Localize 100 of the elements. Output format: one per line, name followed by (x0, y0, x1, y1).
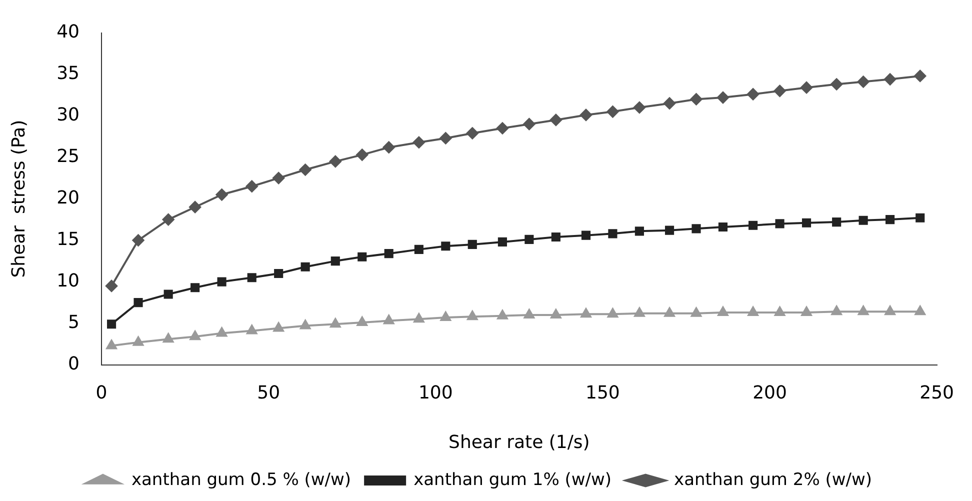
point (273, 322, 284, 332)
point (914, 70, 926, 82)
point (497, 310, 508, 320)
point (414, 244, 424, 254)
legend-label: xanthan gum 2% (w/w) (674, 470, 872, 490)
point (132, 336, 144, 346)
point (800, 82, 813, 94)
point (274, 268, 284, 278)
point (384, 249, 394, 258)
point (356, 148, 368, 161)
point (916, 213, 925, 222)
x-tick-label: 150 (586, 382, 620, 404)
point (801, 306, 812, 316)
point (608, 229, 618, 238)
point (106, 280, 118, 292)
point (690, 93, 702, 106)
point (831, 306, 842, 316)
point (884, 306, 896, 316)
point (163, 333, 174, 343)
legend-label: xanthan gum 0.5 % (w/w) (131, 470, 352, 490)
point (830, 78, 843, 90)
point (162, 214, 174, 226)
point (718, 222, 728, 232)
point (106, 340, 117, 350)
point (468, 240, 477, 249)
point (189, 201, 202, 214)
point (524, 309, 535, 318)
point (748, 306, 758, 316)
point (606, 106, 619, 118)
point (775, 219, 784, 228)
point (634, 307, 645, 317)
legend-label: xanthan gum 1% (w/w) (414, 470, 612, 490)
point (299, 164, 312, 176)
point (774, 84, 786, 97)
point (382, 141, 395, 154)
point (412, 136, 425, 148)
point (496, 122, 508, 134)
y-tick-label: 20 (56, 187, 80, 208)
x-tick-label: 250 (920, 382, 954, 404)
y-tick-label: 25 (56, 146, 80, 167)
point (664, 226, 674, 235)
x-tick-label: 0 (96, 382, 108, 404)
point (190, 330, 200, 340)
point (358, 252, 367, 262)
point (272, 172, 285, 184)
point (718, 306, 728, 316)
point (246, 180, 258, 192)
point (330, 318, 341, 328)
y-tick-label: 10 (56, 270, 80, 292)
point (607, 308, 618, 318)
point (774, 306, 786, 316)
point (884, 73, 896, 86)
point (857, 76, 870, 88)
point (414, 313, 424, 323)
point (581, 230, 591, 240)
point (692, 224, 701, 234)
point (550, 309, 562, 318)
point (858, 306, 869, 316)
point (498, 237, 507, 246)
x-tick-label: 200 (752, 382, 787, 404)
point (300, 262, 310, 272)
point (524, 234, 534, 244)
point (441, 242, 450, 251)
x-tick-label: 50 (257, 382, 280, 404)
point (886, 215, 895, 224)
point (440, 311, 451, 321)
point (914, 306, 926, 316)
point (330, 256, 340, 266)
point (190, 283, 200, 292)
point (716, 92, 729, 104)
point (858, 216, 868, 225)
y-tick-label: 0 (68, 353, 80, 374)
point (106, 320, 116, 329)
point (247, 273, 256, 282)
point (664, 97, 676, 110)
y-axis-title: Shear stress (Pa) (8, 120, 30, 278)
y-tick-label: 30 (56, 104, 80, 126)
point (802, 218, 812, 228)
point (216, 327, 228, 337)
point (329, 155, 342, 168)
point (580, 308, 592, 318)
x-tick-label: 100 (418, 382, 453, 404)
point (356, 316, 368, 326)
point (467, 310, 478, 320)
point (132, 234, 144, 246)
y-tick-label: 15 (56, 228, 80, 250)
point (134, 298, 143, 308)
point (300, 320, 311, 330)
point (580, 108, 592, 121)
point (633, 102, 646, 114)
point (466, 127, 478, 140)
point (664, 307, 675, 317)
point (217, 277, 226, 286)
point (523, 118, 536, 130)
point (748, 220, 758, 230)
point (550, 114, 562, 126)
point (440, 132, 452, 144)
x-axis-title: Shear rate (1/s) (448, 432, 590, 453)
point (690, 307, 702, 317)
point (634, 226, 644, 236)
